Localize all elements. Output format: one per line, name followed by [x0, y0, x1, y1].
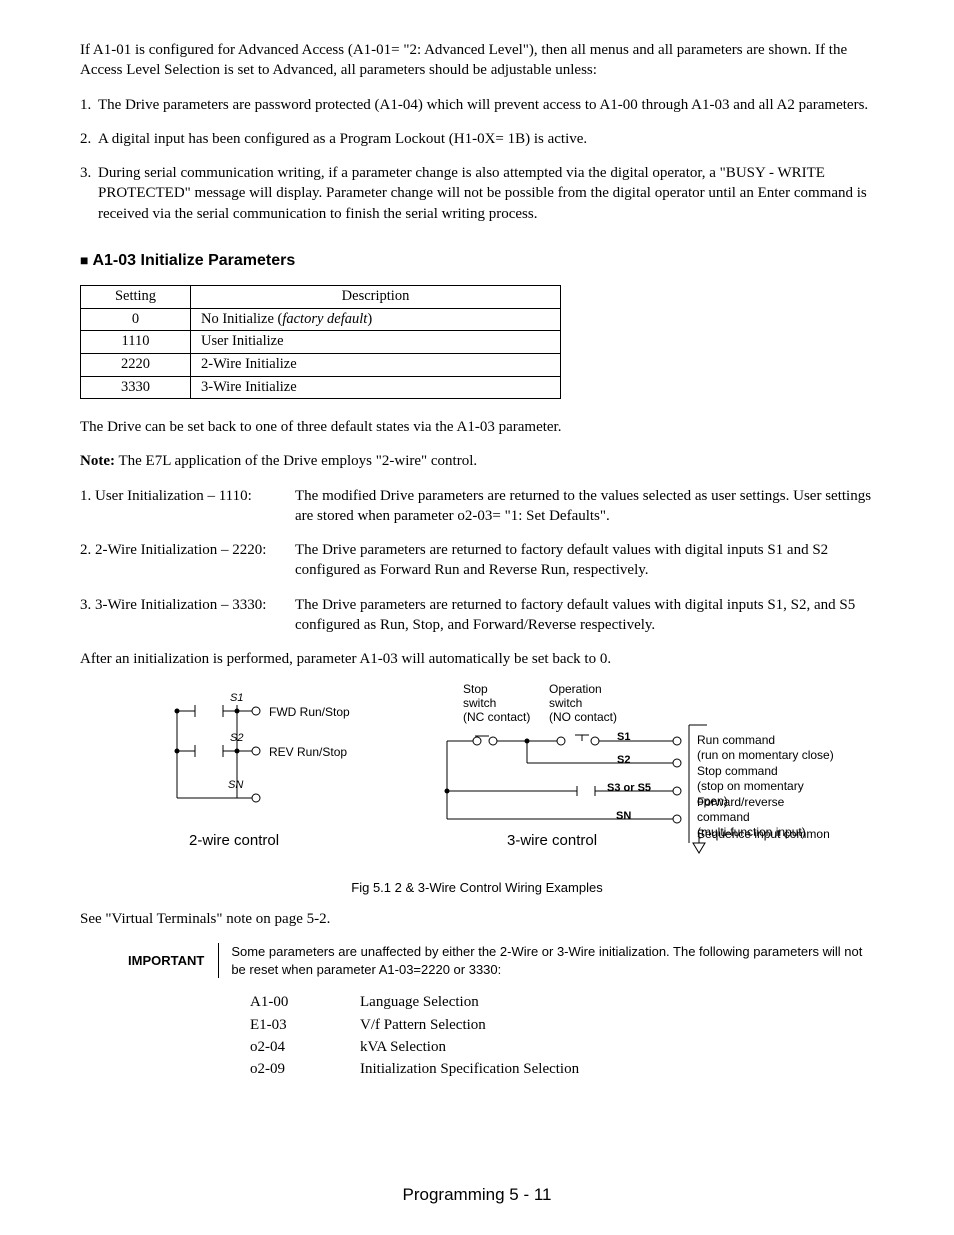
param-name: kVA Selection	[360, 1037, 446, 1057]
list-item: A digital input has been configured as a…	[98, 129, 874, 149]
important-label: IMPORTANT	[128, 952, 218, 970]
table-cell: 2-Wire Initialize	[191, 354, 561, 377]
diagram-label: SN	[228, 778, 243, 793]
list-item: During serial communication writing, if …	[98, 163, 874, 224]
list-item: 3. 3-Wire Initialization – 3330:The Driv…	[80, 595, 874, 636]
figure-caption: Fig 5.1 2 & 3-Wire Control Wiring Exampl…	[80, 879, 874, 897]
list-item: 2. 2-Wire Initialization – 2220:The Driv…	[80, 540, 874, 581]
diagram-label: S1	[617, 730, 630, 745]
list-item: A1-00Language Selection	[250, 992, 874, 1012]
list-label: 2. 2-Wire Initialization – 2220:	[80, 540, 295, 581]
table-cell: No Initialize (factory default)	[191, 308, 561, 331]
param-name: Language Selection	[360, 992, 479, 1012]
diagram-label: S2	[230, 731, 243, 746]
square-bullet-icon: ■	[80, 252, 88, 268]
list-item: o2-04kVA Selection	[250, 1037, 874, 1057]
diagram-label: Sequence input common	[697, 826, 830, 842]
table-cell: 3330	[81, 376, 191, 399]
table-cell: 1110	[81, 331, 191, 354]
table-cell: 3-Wire Initialize	[191, 376, 561, 399]
paragraph: After an initialization is performed, pa…	[80, 649, 874, 669]
list-body: The modified Drive parameters are return…	[295, 486, 874, 527]
table-header: Setting	[81, 286, 191, 309]
note-paragraph: Note: The E7L application of the Drive e…	[80, 451, 874, 471]
unaffected-list: A1-00Language SelectionE1-03V/f Pattern …	[250, 992, 874, 1079]
diagram-label: S1	[230, 691, 243, 706]
diagram-label: Operationswitch(NO contact)	[549, 683, 617, 724]
list-label: 1. User Initialization – 1110:	[80, 486, 295, 527]
diagram-caption: 3-wire control	[507, 831, 597, 851]
param-code: E1-03	[250, 1015, 360, 1035]
list-item: o2-09Initialization Specification Select…	[250, 1059, 874, 1079]
important-block: IMPORTANT Some parameters are unaffected…	[128, 943, 874, 978]
diagram-label: SN	[616, 809, 631, 824]
diagram-label: REV Run/Stop	[269, 744, 347, 760]
param-code: o2-04	[250, 1037, 360, 1057]
list-number: 2.	[80, 129, 98, 149]
list-number: 3.	[80, 163, 98, 224]
list-body: The Drive parameters are returned to fac…	[295, 595, 874, 636]
intro-list: 1.The Drive parameters are password prot…	[80, 95, 874, 224]
table-cell: 2220	[81, 354, 191, 377]
table-cell: 0	[81, 308, 191, 331]
param-name: Initialization Specification Selection	[360, 1059, 579, 1079]
list-item: E1-03V/f Pattern Selection	[250, 1015, 874, 1035]
section-title: A1-03 Initialize Parameters	[92, 252, 295, 269]
table-cell: User Initialize	[191, 331, 561, 354]
paragraph: The Drive can be set back to one of thre…	[80, 417, 874, 437]
note-label: Note:	[80, 453, 115, 469]
list-body: The Drive parameters are returned to fac…	[295, 540, 874, 581]
list-label: 3. 3-Wire Initialization – 3330:	[80, 595, 295, 636]
diagram-label: Run command(run on momentary close)	[697, 733, 834, 763]
diagram-label: S2	[617, 753, 630, 768]
paragraph: See "Virtual Terminals" note on page 5-2…	[80, 909, 874, 929]
divider	[218, 943, 219, 978]
intro-paragraph: If A1-01 is configured for Advanced Acce…	[80, 40, 874, 81]
diagram-label: S3 or S5	[607, 781, 651, 796]
param-code: A1-00	[250, 992, 360, 1012]
page-footer: Programming 5 - 11	[0, 1184, 954, 1207]
list-item: The Drive parameters are password protec…	[98, 95, 874, 115]
parameters-table: Setting Description 0No Initialize (fact…	[80, 285, 561, 399]
diagram-label: FWD Run/Stop	[269, 704, 350, 720]
section-heading: ■A1-03 Initialize Parameters	[80, 250, 874, 272]
param-code: o2-09	[250, 1059, 360, 1079]
diagram-caption: 2-wire control	[189, 831, 279, 851]
diagram-label: Stopswitch(NC contact)	[463, 683, 530, 724]
list-number: 1.	[80, 95, 98, 115]
list-item: 1. User Initialization – 1110:The modifi…	[80, 486, 874, 527]
wiring-diagram: S1 FWD Run/Stop S2 REV Run/Stop SN 2-wir…	[117, 683, 837, 873]
table-header: Description	[191, 286, 561, 309]
param-name: V/f Pattern Selection	[360, 1015, 486, 1035]
important-text: Some parameters are unaffected by either…	[231, 943, 871, 978]
note-text: The E7L application of the Drive employs…	[115, 453, 477, 469]
